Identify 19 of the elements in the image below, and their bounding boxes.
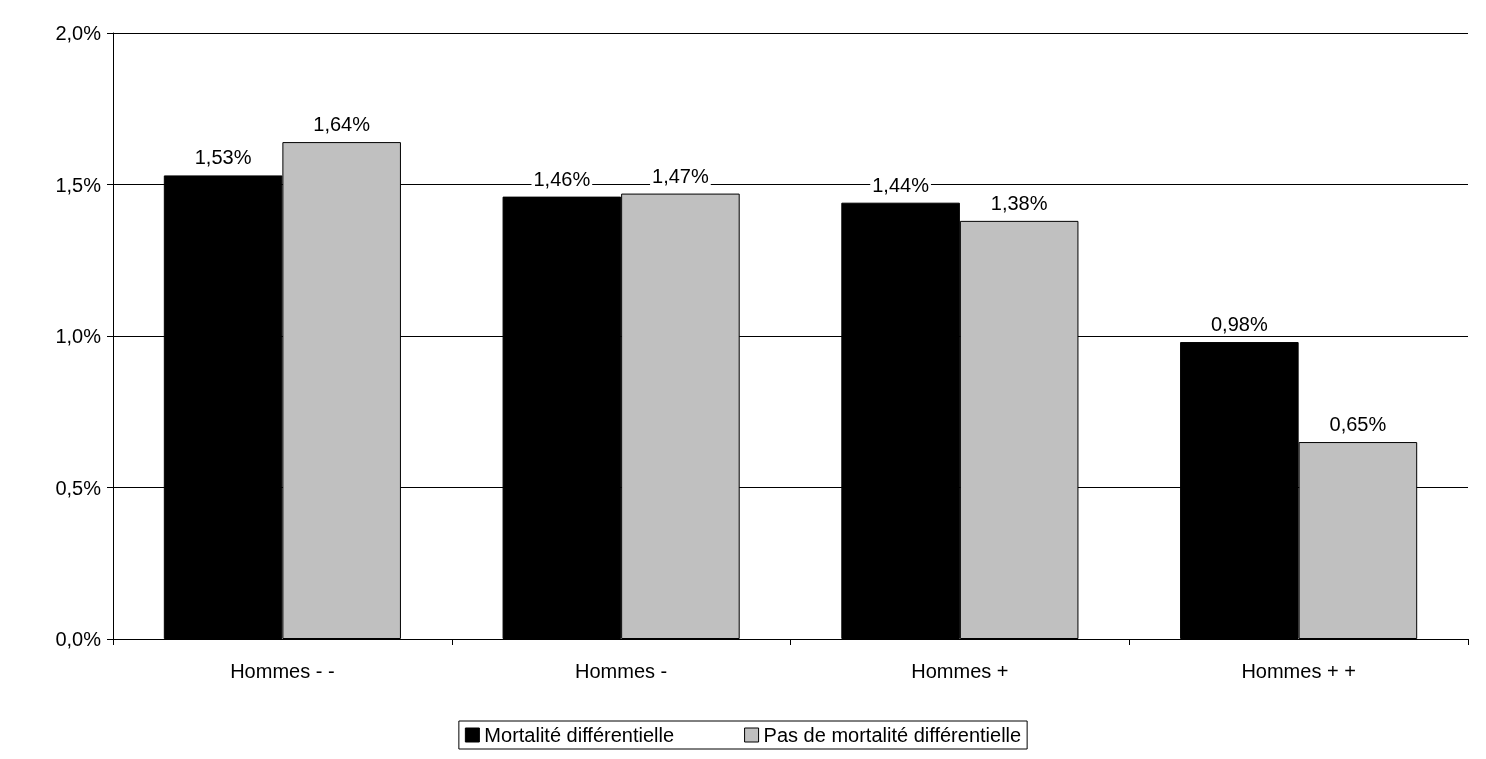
data-label: 1,53%: [194, 146, 252, 169]
data-label: 1,46%: [533, 167, 591, 190]
data-label: 1,38%: [990, 191, 1048, 214]
data-label: 0,98%: [1210, 313, 1268, 336]
x-tick-label: Hommes + +: [1241, 660, 1356, 682]
y-tick-label: 1,5%: [55, 173, 102, 196]
data-label: 1,44%: [872, 173, 930, 196]
legend-label: Pas de mortalité différentielle: [763, 724, 1022, 746]
y-tick-label: 2,0%: [55, 22, 102, 44]
x-tick-label: Hommes -: [575, 660, 668, 682]
x-tick-label: Hommes - -: [230, 660, 335, 682]
data-label: 1,64%: [313, 113, 371, 136]
y-tick-label: 0,0%: [55, 628, 102, 650]
x-tick-label: Hommes +: [911, 660, 1009, 682]
data-label: 0,65%: [1329, 413, 1387, 436]
data-label: 1,47%: [652, 164, 709, 187]
y-tick-label: 1,0%: [55, 325, 102, 347]
legend-label: Mortalité différentielle: [484, 724, 675, 746]
y-tick-label: 0,5%: [55, 476, 102, 499]
